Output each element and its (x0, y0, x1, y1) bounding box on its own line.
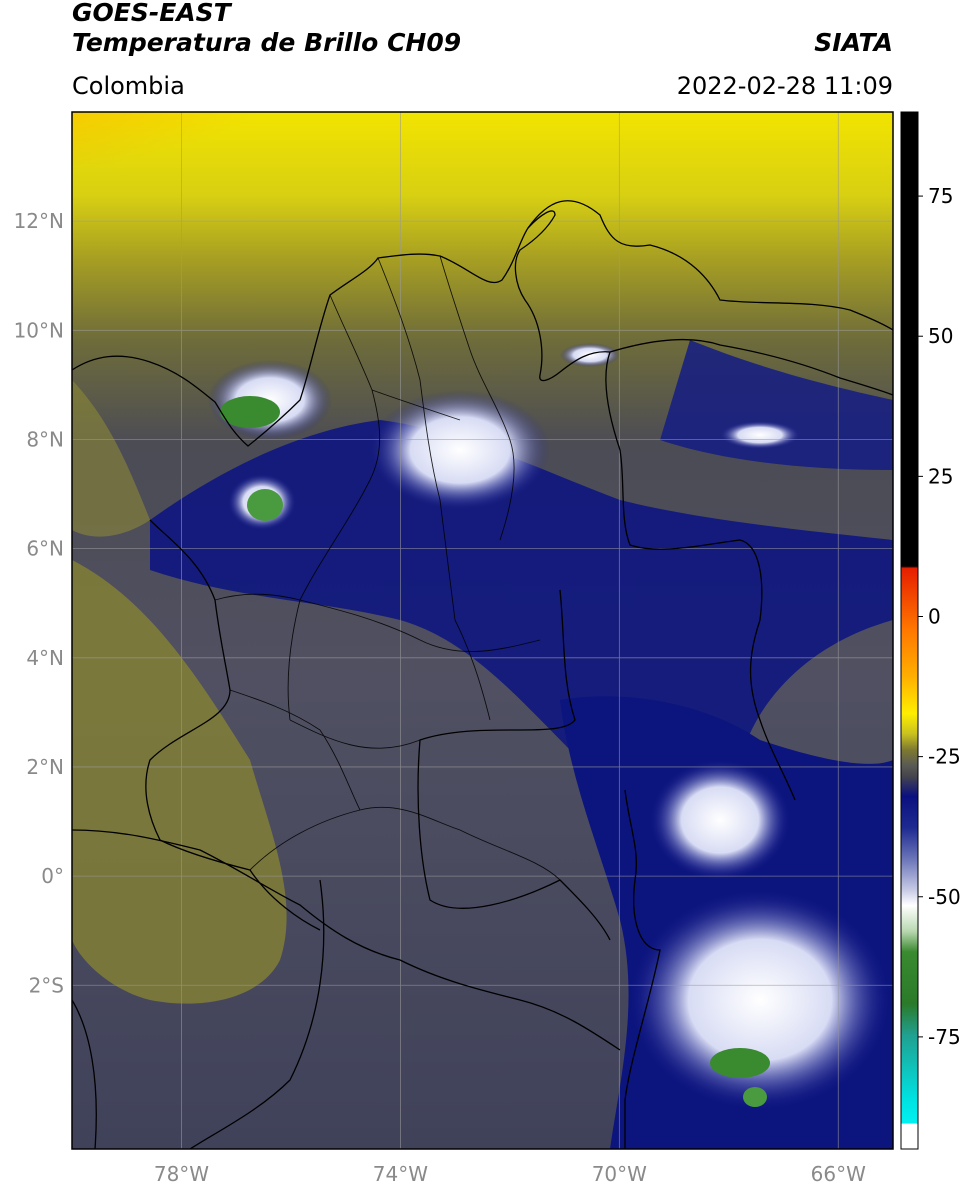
convective-cell-6 (720, 421, 800, 449)
longitude-label: 78°W (154, 1162, 209, 1186)
cold-top-3 (710, 1048, 770, 1078)
map-area (72, 112, 893, 1149)
longitude-label: 70°W (592, 1162, 647, 1186)
caribbean-coast (72, 210, 611, 447)
convective-cell-7 (560, 343, 620, 367)
brazil-border-south (624, 789, 661, 1149)
cold-cloud-band-north (150, 420, 893, 790)
longitude-label: 74°W (373, 1162, 428, 1186)
latitude-label: 10°N (14, 318, 64, 342)
colorbar-tick-label: -25 (928, 745, 961, 769)
peru-river (189, 879, 325, 1149)
latitude-label: 6°N (26, 537, 64, 561)
colorbar-tick-label: 25 (928, 464, 953, 488)
pacific-coast (145, 519, 321, 931)
cold-cloud-band-venezuela (660, 340, 893, 470)
latitude-label: 2°N (26, 755, 64, 779)
colorbar-tick-label: -75 (928, 1025, 961, 1049)
convective-cell-3 (370, 390, 550, 510)
warm-area-orange (72, 112, 320, 182)
darien-warm-area (72, 380, 150, 537)
colorbar-tick-label: 50 (928, 324, 953, 348)
venezuela-border (605, 351, 796, 801)
pacific-warm-area (72, 560, 287, 1004)
ecuador-peru-border (72, 829, 621, 1051)
latitude-label: 0° (41, 864, 64, 888)
venezuela-coast (527, 200, 893, 331)
colorbar (900, 111, 919, 1150)
latitude-label: 2°S (29, 973, 64, 997)
peru-coast (72, 999, 97, 1149)
cold-top-2 (247, 489, 283, 521)
colorbar-tick-label: -50 (928, 885, 961, 909)
satellite-title: GOES-EAST (72, 0, 231, 27)
datetime-label: 2022-02-28 11:09 (676, 72, 893, 100)
graticule (72, 112, 893, 1149)
latitude-labels: 12°N 10°N 8°N 6°N 4°N 2°N 0° 2°S (14, 209, 64, 997)
product-title: Temperatura de Brillo CH09 (72, 28, 462, 57)
convective-cell-4 (650, 760, 790, 880)
longitude-label: 66°W (811, 1162, 866, 1186)
coastlines-borders (72, 200, 893, 1149)
cold-top-1 (220, 396, 280, 428)
colorbar-ticks: 75 50 25 0 -25 -50 -75 (918, 184, 961, 1049)
venezuela-coast-north (609, 339, 893, 396)
latitude-label: 8°N (26, 427, 64, 451)
brand-label: SIATA (814, 28, 893, 57)
colorbar-tick-label: 75 (928, 184, 953, 208)
latitude-label: 4°N (26, 646, 64, 670)
region-label: Colombia (72, 72, 185, 100)
map-frame (71, 111, 894, 1150)
convective-cell-5 (630, 890, 890, 1110)
latitude-label: 12°N (14, 209, 64, 233)
colorbar-tick-label: 0 (928, 604, 941, 628)
longitude-labels: 78°W 74°W 70°W 66°W (154, 1162, 866, 1186)
cold-top-4 (743, 1087, 767, 1107)
department-borders (214, 255, 561, 881)
